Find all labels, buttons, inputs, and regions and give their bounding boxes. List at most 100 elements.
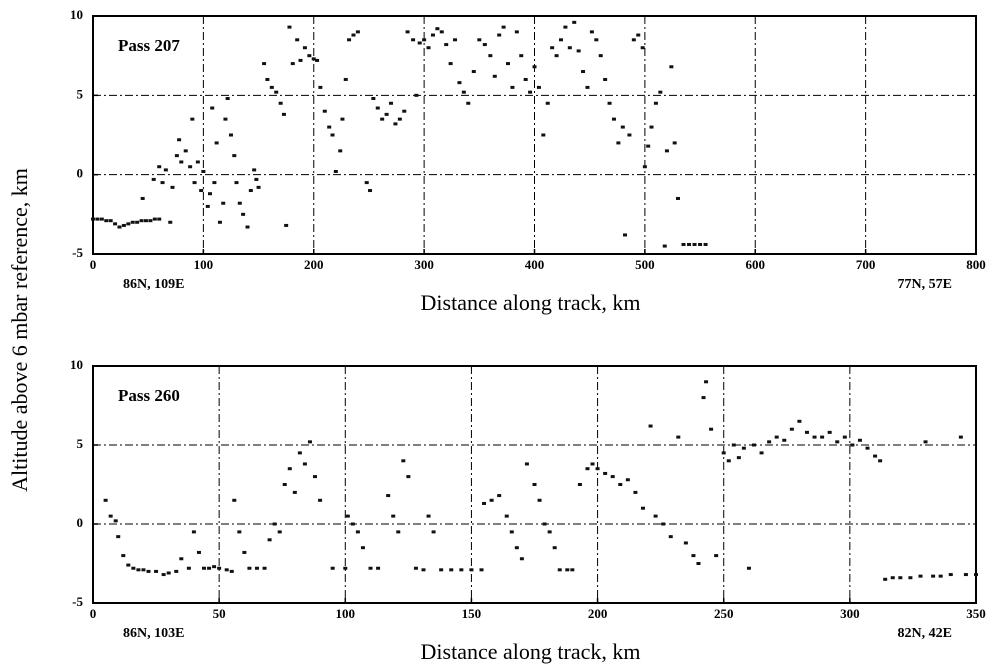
start-location: 86N, 109E (123, 277, 184, 292)
data-point (683, 541, 688, 545)
data-point (627, 133, 632, 137)
data-point (550, 46, 555, 50)
data-point (302, 462, 307, 466)
data-point (767, 440, 772, 444)
data-point (623, 233, 628, 237)
data-point (327, 125, 332, 129)
data-point (477, 38, 482, 42)
data-point (567, 46, 572, 50)
data-point (804, 430, 809, 434)
data-point (277, 530, 282, 534)
data-point (376, 566, 381, 570)
data-point (577, 483, 582, 486)
data-point (350, 522, 355, 526)
data-point (691, 554, 696, 558)
data-point (269, 85, 274, 89)
data-point (908, 576, 913, 580)
data-point (384, 112, 389, 116)
data-point (453, 38, 458, 42)
data-point (364, 181, 369, 185)
data-point (281, 112, 286, 116)
data-point (351, 33, 356, 37)
data-point (186, 566, 191, 570)
data-point (537, 498, 542, 502)
data-point (221, 201, 226, 205)
data-point (232, 154, 237, 158)
data-point (488, 54, 493, 58)
data-point (948, 573, 953, 577)
data-point (698, 242, 703, 246)
y-tick-label: -5 (72, 594, 83, 609)
data-point (224, 568, 229, 572)
x-tick-label: 250 (714, 606, 734, 621)
data-point (267, 538, 272, 542)
data-point (192, 181, 197, 185)
data-point (504, 514, 509, 518)
data-point (254, 177, 259, 181)
data-point (439, 30, 444, 34)
data-point (338, 149, 343, 153)
x-tick-label: 300 (414, 257, 434, 272)
data-point (368, 189, 373, 193)
data-point (174, 569, 179, 573)
data-point (290, 62, 295, 66)
data-point (501, 25, 506, 29)
data-point (347, 38, 352, 42)
data-point (121, 223, 126, 227)
data-point (461, 90, 466, 94)
data-point (91, 217, 95, 221)
data-point (113, 519, 118, 523)
x-axis-label: Distance along track, km (421, 639, 641, 664)
data-point (343, 77, 348, 81)
data-point (152, 217, 157, 221)
data-point (611, 117, 616, 121)
data-point (103, 498, 108, 502)
data-point (157, 217, 162, 221)
data-point (391, 514, 396, 518)
data-point (687, 242, 692, 246)
data-point (918, 574, 923, 578)
data-point (681, 242, 686, 246)
data-point (974, 573, 978, 577)
data-point (510, 85, 515, 89)
data-point (514, 546, 519, 550)
data-point (95, 217, 100, 221)
data-point (282, 483, 287, 486)
data-point (205, 204, 210, 208)
data-point (214, 141, 219, 145)
data-point (343, 566, 348, 570)
data-point (653, 514, 658, 518)
data-point (736, 456, 741, 460)
data-point (417, 41, 422, 45)
data-point (581, 70, 586, 74)
data-point (154, 569, 159, 573)
data-point (812, 435, 817, 439)
data-point (640, 46, 645, 50)
data-point (890, 576, 895, 580)
data-point (482, 501, 487, 505)
data-point (883, 577, 888, 581)
data-point (430, 33, 435, 37)
data-point (330, 133, 335, 137)
data-point (449, 568, 454, 572)
data-point (177, 138, 182, 142)
data-point (274, 90, 279, 94)
data-point (492, 74, 497, 78)
data-point (207, 192, 212, 196)
data-point (528, 90, 533, 94)
data-point (640, 506, 645, 510)
data-point (782, 438, 787, 442)
x-tick-label: 0 (90, 606, 97, 621)
data-point (389, 101, 394, 105)
data-point (113, 222, 118, 226)
data-point (199, 189, 204, 193)
data-point (563, 25, 568, 29)
data-point (302, 46, 307, 50)
data-point (104, 219, 109, 223)
data-point (170, 185, 175, 189)
data-point (368, 566, 373, 570)
data-point (135, 220, 140, 224)
data-point (414, 93, 419, 97)
